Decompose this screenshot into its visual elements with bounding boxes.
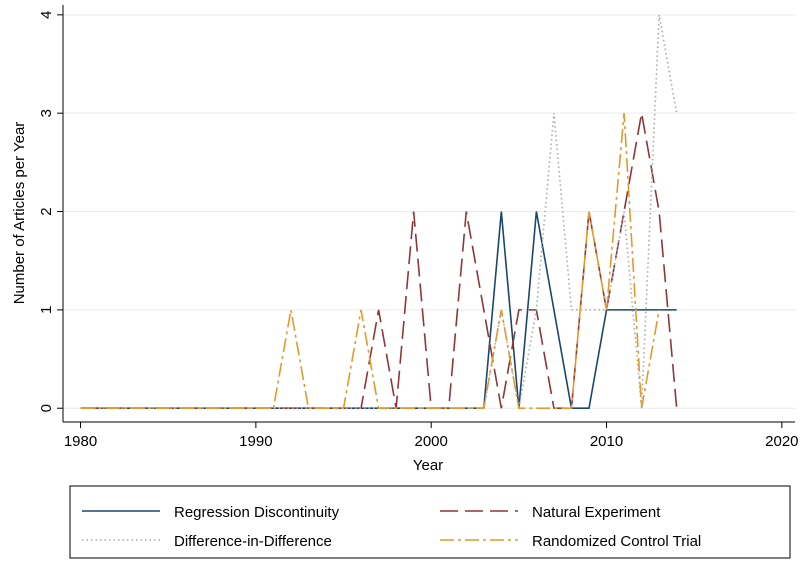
x-tick-label: 1980 xyxy=(64,433,97,450)
series-line xyxy=(80,113,660,410)
y-tick-label: 1 xyxy=(38,306,55,314)
x-tick-label: 2010 xyxy=(590,433,623,450)
x-axis-title: Year xyxy=(413,457,443,474)
legend-label: Regression Discontinuity xyxy=(174,504,340,521)
y-tick-label: 3 xyxy=(38,109,55,117)
y-tick-label: 2 xyxy=(38,207,55,215)
y-tick-label: 4 xyxy=(38,11,55,19)
series-line xyxy=(80,113,678,410)
y-axis-title: Number of Articles per Year xyxy=(11,122,28,305)
x-tick-label: 2000 xyxy=(415,433,448,450)
legend-label: Natural Experiment xyxy=(532,504,661,521)
legend-box xyxy=(69,485,791,559)
x-tick-label: 1990 xyxy=(239,433,272,450)
y-tick-label: 0 xyxy=(38,404,55,412)
x-tick-label: 2020 xyxy=(765,433,798,450)
legend-label: Difference-in-Difference xyxy=(174,533,332,550)
legend-label: Randomized Control Trial xyxy=(532,533,701,550)
